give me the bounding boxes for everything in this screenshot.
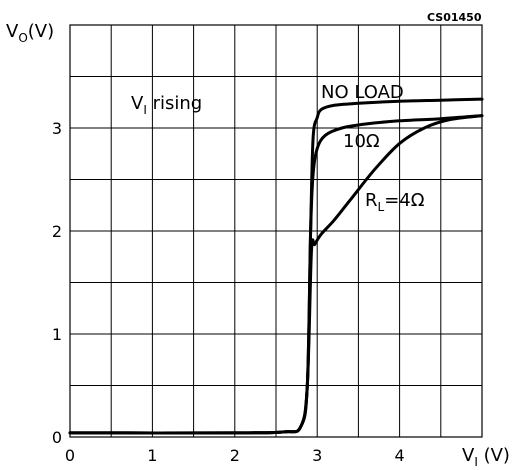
x-tick-label: 4 bbox=[395, 446, 405, 465]
y-tick-label: 3 bbox=[52, 119, 62, 138]
y-tick-label: 1 bbox=[52, 325, 62, 344]
y-tick-labels: 0 1 2 3 bbox=[52, 119, 62, 447]
series-label-10-ohm: 10Ω bbox=[343, 131, 380, 152]
figure-code: CS01450 bbox=[427, 11, 482, 24]
curve-4-ohm bbox=[68, 114, 484, 435]
y-axis-label: VO(V) bbox=[6, 21, 54, 45]
x-tick-label: 2 bbox=[230, 446, 240, 465]
x-tick-label: 0 bbox=[65, 446, 75, 465]
plot-frame bbox=[69, 24, 483, 438]
x-axis-label: VI (V) bbox=[462, 445, 510, 469]
x-tick-label: 1 bbox=[147, 446, 157, 465]
x-tick-labels: 0 1 2 3 4 bbox=[65, 446, 405, 465]
condition-label: VI rising bbox=[131, 93, 202, 117]
grid bbox=[70, 25, 482, 437]
y-tick-label: 2 bbox=[52, 222, 62, 241]
x-tick-label: 3 bbox=[312, 446, 322, 465]
y-tick-label: 0 bbox=[52, 428, 62, 447]
series-label-no-load: NO LOAD bbox=[321, 82, 404, 103]
series-label-4-ohm: RL=4Ω bbox=[365, 190, 425, 214]
curves bbox=[68, 97, 484, 435]
